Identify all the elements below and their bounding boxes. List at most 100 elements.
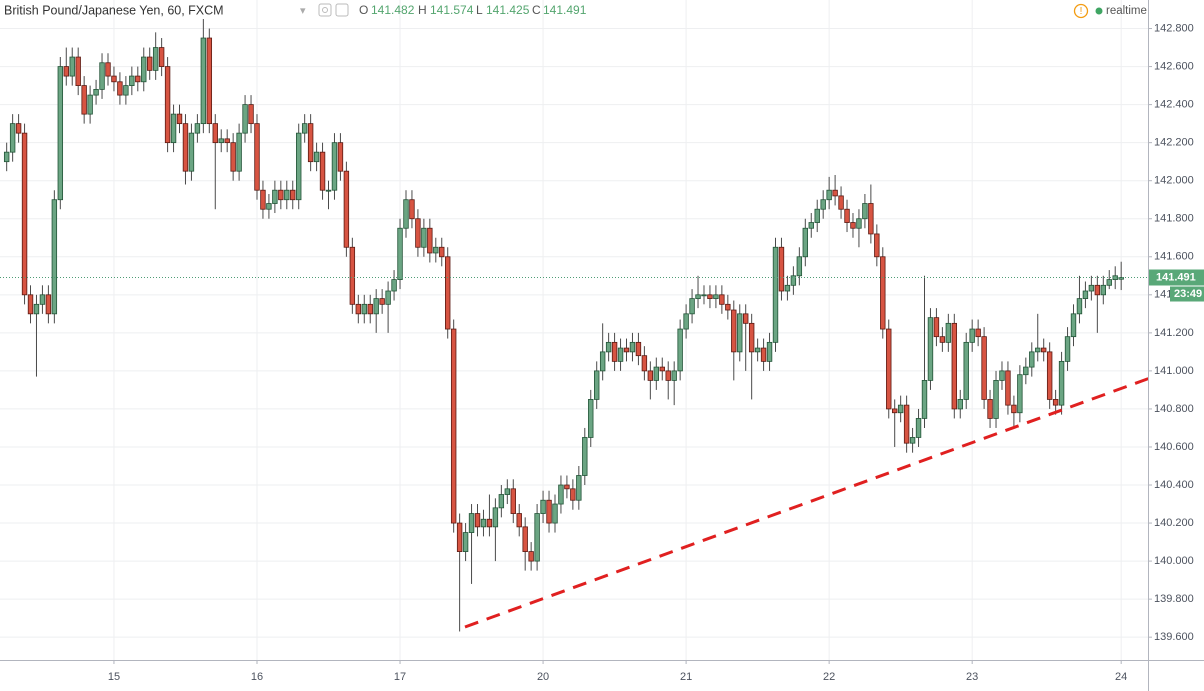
- candle-body: [713, 294, 719, 300]
- ohlc-c-value: 141.491: [543, 3, 587, 17]
- candle-body: [701, 294, 707, 297]
- y-tick-label: 141.600: [1154, 251, 1194, 263]
- candle-body: [135, 75, 141, 83]
- candle-body: [611, 341, 618, 362]
- candle-body: [820, 199, 826, 210]
- candle-body: [1017, 374, 1023, 414]
- candle-body: [778, 246, 785, 292]
- candle-body: [534, 513, 540, 562]
- candle-body: [1088, 284, 1095, 292]
- candle-body: [1100, 284, 1107, 296]
- candle-body: [468, 513, 475, 533]
- candle-body: [921, 380, 928, 419]
- candle-body: [141, 56, 147, 83]
- candle-body: [230, 142, 236, 172]
- candle-body: [152, 47, 159, 71]
- candle-body: [158, 47, 165, 67]
- candle-body: [367, 303, 373, 315]
- candle-body: [200, 37, 207, 125]
- candle-body: [957, 399, 963, 410]
- candles: [3, 19, 1124, 632]
- candle-body: [75, 56, 81, 86]
- candle-body: [671, 370, 677, 381]
- candle-body: [1064, 336, 1071, 362]
- x-tick-label: 15: [108, 671, 120, 683]
- status-label: realtime: [1106, 5, 1147, 17]
- candle-body: [796, 256, 803, 277]
- candle-body: [1082, 290, 1089, 300]
- candle-body: [987, 399, 993, 419]
- dropdown-arrow[interactable]: ▾: [300, 5, 306, 17]
- candle-body: [373, 298, 379, 315]
- x-tick-label: 21: [680, 671, 692, 683]
- price-axis: [1148, 0, 1204, 691]
- candle-body: [93, 88, 99, 96]
- candle-body: [629, 341, 636, 353]
- candle-body: [385, 290, 391, 305]
- candle-body: [623, 347, 630, 353]
- candle-body: [993, 380, 999, 419]
- candle-body: [218, 138, 224, 144]
- candle-body: [784, 284, 791, 292]
- candle-body: [69, 56, 75, 77]
- x-tick-label: 17: [394, 671, 406, 683]
- warning-icon[interactable]: [1073, 3, 1089, 19]
- ohlc-o-label: O: [359, 3, 368, 17]
- candle-body: [117, 81, 123, 96]
- last-price-label: 141.491: [1156, 271, 1196, 283]
- settings-icon[interactable]: [318, 3, 332, 17]
- candle-body: [933, 317, 940, 338]
- candle-body: [665, 370, 671, 381]
- candle-body: [343, 170, 350, 248]
- candle-body: [319, 151, 326, 191]
- candle-body: [880, 256, 886, 330]
- candle-body: [266, 203, 272, 210]
- candle-body: [1046, 351, 1053, 400]
- candle-body: [570, 488, 576, 501]
- ohlc-h-label: H: [418, 3, 427, 17]
- candle-body: [182, 123, 189, 172]
- candle-body: [522, 526, 528, 552]
- candle-body: [868, 203, 874, 235]
- candle-body: [731, 309, 737, 353]
- header: British Pound/Japanese Yen, 60, FXCM ▾ O…: [4, 3, 1147, 19]
- candle-body: [278, 189, 284, 201]
- candle-body: [1041, 347, 1047, 353]
- candle-body: [212, 123, 218, 144]
- candle-body: [725, 303, 731, 311]
- candle-body: [296, 132, 302, 201]
- candle-body: [856, 218, 862, 229]
- candle-body: [45, 294, 52, 315]
- countdown-box: [1170, 286, 1204, 302]
- candle-body: [605, 341, 612, 353]
- candle-body: [1106, 279, 1112, 286]
- settings-icon-dot: [322, 7, 328, 13]
- candle-body: [248, 104, 254, 125]
- candle-body: [790, 275, 797, 286]
- candle-body: [15, 123, 22, 134]
- candle-body: [433, 246, 439, 254]
- candle-body: [808, 222, 814, 229]
- candle-body: [105, 62, 111, 77]
- candle-body: [1076, 298, 1083, 315]
- candle-body: [27, 294, 34, 315]
- close-icon[interactable]: [335, 3, 349, 17]
- candle-body: [683, 313, 689, 330]
- y-tick-label: 142.800: [1154, 22, 1194, 34]
- candle-body: [123, 85, 129, 96]
- y-tick-label: 140.000: [1154, 555, 1194, 567]
- candle-body: [838, 195, 844, 210]
- candle-body: [1118, 277, 1124, 280]
- ohlc-l-value: 141.425: [486, 3, 530, 17]
- candle-body: [409, 199, 415, 220]
- candle-body: [641, 355, 648, 372]
- candle-body: [3, 151, 10, 163]
- candle-body: [510, 488, 516, 514]
- candle-body: [147, 56, 153, 71]
- last-price-box: [1149, 269, 1204, 286]
- candle-body: [558, 484, 564, 505]
- candle-body: [254, 123, 260, 191]
- x-tick-label: 24: [1115, 671, 1127, 683]
- candle-body: [915, 418, 922, 438]
